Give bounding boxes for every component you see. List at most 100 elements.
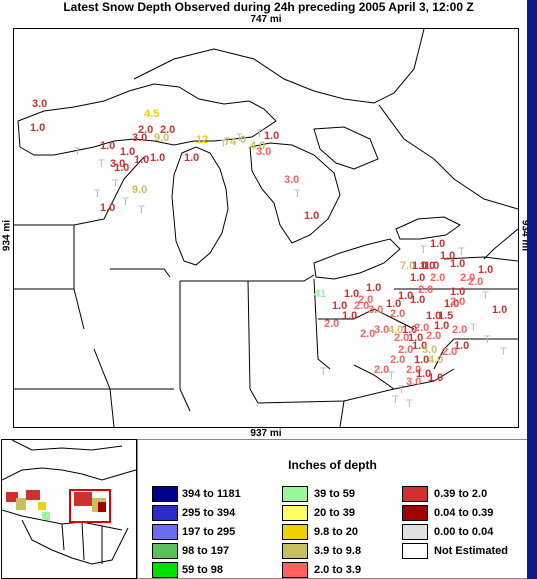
scale-top-label: 747 mi [250, 14, 282, 25]
snow-depth-value: 2.0 [324, 318, 340, 330]
snow-depth-value: 2.0 [426, 330, 442, 342]
main-map[interactable]: 3.0 1.0 4.5 2.0 2.0 3.0 9.0 12 1.0 1.0 1.0 3.0 1.0 1.… [13, 28, 519, 428]
snow-depth-value: 1.0 [304, 210, 320, 222]
trace-marker: T [236, 132, 243, 144]
window-edge-bar [527, 0, 537, 579]
snow-depth-value: 2.0 [450, 296, 466, 308]
scale-bottom-label: 937 mi [250, 428, 282, 439]
snow-depth-value: 7.0 [400, 260, 416, 272]
legend-range-label: 394 to 1181 [182, 488, 241, 500]
inset-map[interactable] [1, 439, 137, 579]
snow-depth-value: 1.0 [408, 332, 424, 344]
legend-swatch [152, 543, 178, 559]
snow-depth-value: 1.0 [440, 250, 456, 262]
legend-swatch [152, 505, 178, 521]
map-title: Latest Snow Depth Observed during 24h pr… [63, 0, 474, 14]
trace-marker: T [392, 394, 399, 406]
snow-depth-value: 1.0 [402, 324, 418, 336]
trace-marker: T [320, 366, 327, 378]
snow-depth-value: 1.0 [416, 368, 432, 380]
legend-swatch [402, 524, 428, 540]
snow-depth-value: 1.0 [386, 298, 402, 310]
snow-depth-value: 1.0 [410, 272, 426, 284]
snow-depth-value: 1.0 [434, 320, 450, 332]
snow-depth-value: 3.0 [32, 98, 48, 110]
legend-range-label: Not Estimated [434, 545, 508, 557]
snow-depth-value: 1.0 [410, 294, 426, 306]
snow-depth-value: 1.0 [428, 372, 444, 384]
snow-depth-value: 1.0 [366, 282, 382, 294]
snow-depth-value: 1.0 [420, 260, 436, 272]
trace-marker: T [256, 128, 263, 140]
trace-marker: T [98, 158, 105, 170]
snow-depth-value: 1.0 [412, 260, 428, 272]
snow-depth-value: 1.0 [492, 304, 508, 316]
legend: Inches of depth 394 to 1181 295 to 394 197… [137, 439, 528, 579]
trace-marker: T [122, 196, 129, 208]
trace-marker: T [420, 244, 427, 256]
trace-marker: T [388, 370, 395, 382]
snow-depth-value: 9.0 [154, 132, 170, 144]
snow-depth-value: 1.0 [134, 154, 150, 166]
snow-depth-value: 1.0 [398, 290, 414, 302]
snow-depth-value: 41 [314, 288, 327, 300]
trace-marker: T [74, 146, 81, 158]
legend-range-label: 3.9 to 9.8 [314, 545, 362, 557]
snow-depth-value: 3.0 [284, 174, 300, 186]
trace-marker: T [406, 398, 413, 410]
snow-depth-value: 12 [196, 134, 209, 146]
legend-range-label: 295 to 394 [182, 507, 236, 519]
snow-depth-value: 74 [224, 136, 237, 148]
snow-depth-value: 1.0 [426, 310, 442, 322]
snow-depth-value: 2.0 [406, 364, 422, 376]
snow-depth-value: 2.0 [398, 344, 414, 356]
scale-left-label: 934 mi [1, 219, 13, 252]
snow-depth-value: 2.0 [358, 294, 374, 306]
snow-depth-value: 1.0 [424, 260, 440, 272]
legend-range-label: 2.0 to 3.9 [314, 564, 362, 576]
trace-marker: T [138, 204, 145, 216]
snow-depth-value: 1.0 [454, 340, 470, 352]
legend-range-label: 0.39 to 2.0 [434, 488, 488, 500]
snow-depth-value: 2.0 [390, 308, 406, 320]
snow-depth-value: 2.0 [360, 328, 376, 340]
snow-depth-value: 3.0 [422, 344, 438, 356]
legend-swatch [152, 486, 178, 502]
snow-depth-value: 1.0 [412, 340, 428, 352]
trace-marker: T [500, 346, 507, 358]
snow-depth-value: 3.0 [368, 304, 384, 316]
legend-range-label: 98 to 197 [182, 545, 230, 557]
snow-depth-value: 2.0 [394, 332, 410, 344]
legend-range-label: 0.04 to 0.39 [434, 507, 494, 519]
legend-range-label: 39 to 59 [314, 488, 355, 500]
snow-depth-value: 3.0 [132, 132, 148, 144]
snow-depth-value: 2.0 [414, 322, 430, 334]
trace-marker: T [94, 188, 101, 200]
snow-depth-value: 2.0 [460, 272, 476, 284]
snow-depth-value: 2.0 [138, 124, 154, 136]
legend-swatch [282, 486, 308, 502]
snow-depth-value: 2.0 [390, 354, 406, 366]
snow-depth-value: 1.0 [414, 354, 430, 366]
snow-depth-value: 0 [240, 134, 247, 146]
snow-depth-value: 1.0 [150, 152, 166, 164]
map-outlines [14, 29, 518, 427]
trace-marker: T [220, 138, 227, 150]
trace-marker: T [294, 188, 301, 200]
snow-depth-value: 2.0 [374, 364, 390, 376]
snow-depth-value: 1.0 [430, 238, 446, 250]
snow-depth-value: 3.0 [406, 376, 422, 388]
snow-depth-value: 1.5 [438, 310, 454, 322]
snow-depth-value: 2.0 [442, 346, 458, 358]
legend-title: Inches of depth [288, 458, 377, 472]
inset-snow-dots [6, 490, 106, 520]
trace-marker: T [470, 322, 477, 334]
snow-depth-value: 3.0 [256, 146, 272, 158]
snow-depth-value: 2.0 [452, 324, 468, 336]
inset-region-box [69, 489, 111, 523]
snow-depth-value: 1.0 [478, 264, 494, 276]
snow-depth-value: 1.0 [30, 122, 46, 134]
snow-depth-value: 1.0 [450, 286, 466, 298]
legend-range-label: 9.8 to 20 [314, 526, 359, 538]
